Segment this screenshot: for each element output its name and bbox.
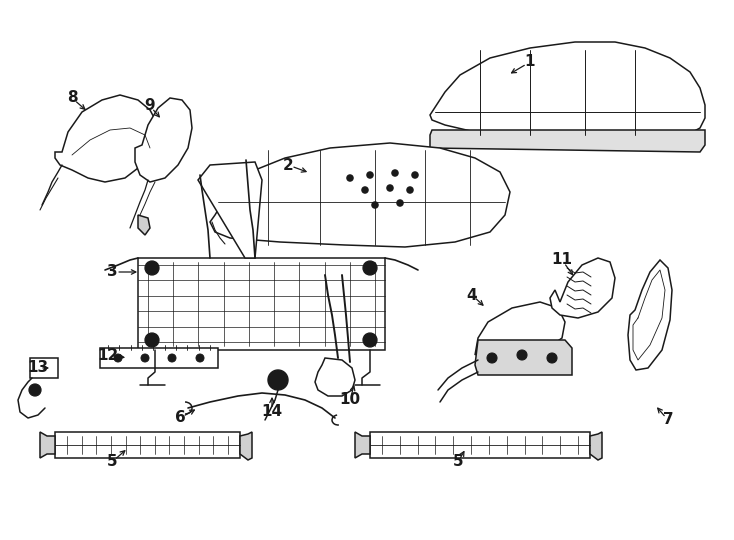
Circle shape <box>487 353 497 363</box>
Polygon shape <box>240 432 252 460</box>
Text: 5: 5 <box>453 455 463 469</box>
Polygon shape <box>550 258 615 318</box>
Polygon shape <box>590 432 602 460</box>
Polygon shape <box>430 130 705 152</box>
Text: 14: 14 <box>261 404 283 420</box>
Circle shape <box>168 354 176 362</box>
Circle shape <box>547 353 557 363</box>
Polygon shape <box>210 143 510 247</box>
Text: 12: 12 <box>98 348 119 362</box>
Text: 6: 6 <box>175 410 186 426</box>
Circle shape <box>274 376 282 384</box>
Text: 2: 2 <box>283 158 294 172</box>
Text: 13: 13 <box>27 361 48 375</box>
Polygon shape <box>628 260 672 370</box>
Circle shape <box>362 187 368 193</box>
Polygon shape <box>315 358 355 396</box>
Polygon shape <box>30 358 58 378</box>
Circle shape <box>392 170 398 176</box>
Text: 5: 5 <box>106 455 117 469</box>
Polygon shape <box>138 215 150 235</box>
Circle shape <box>114 354 122 362</box>
Polygon shape <box>138 258 385 350</box>
Circle shape <box>412 172 418 178</box>
Circle shape <box>145 261 159 275</box>
Polygon shape <box>198 162 262 258</box>
Text: 7: 7 <box>663 413 673 428</box>
Polygon shape <box>355 432 370 458</box>
Text: 8: 8 <box>67 91 77 105</box>
Circle shape <box>397 200 403 206</box>
Circle shape <box>387 185 393 191</box>
Circle shape <box>145 333 159 347</box>
Polygon shape <box>430 42 705 140</box>
Text: 11: 11 <box>551 253 573 267</box>
Polygon shape <box>55 432 240 458</box>
Text: 9: 9 <box>145 98 156 113</box>
Polygon shape <box>370 432 590 458</box>
Circle shape <box>268 370 288 390</box>
Polygon shape <box>40 432 55 458</box>
Circle shape <box>517 350 527 360</box>
Circle shape <box>347 175 353 181</box>
Text: 3: 3 <box>106 265 117 280</box>
Polygon shape <box>100 348 218 368</box>
Circle shape <box>363 333 377 347</box>
Text: 4: 4 <box>467 287 477 302</box>
Circle shape <box>29 384 41 396</box>
Polygon shape <box>475 340 572 375</box>
Polygon shape <box>55 95 158 182</box>
Circle shape <box>407 187 413 193</box>
Circle shape <box>141 354 149 362</box>
Polygon shape <box>135 98 192 182</box>
Circle shape <box>372 202 378 208</box>
Text: 10: 10 <box>339 393 360 408</box>
Circle shape <box>196 354 204 362</box>
Text: 1: 1 <box>525 55 535 70</box>
Circle shape <box>367 172 373 178</box>
Circle shape <box>363 261 377 275</box>
Polygon shape <box>475 302 565 355</box>
